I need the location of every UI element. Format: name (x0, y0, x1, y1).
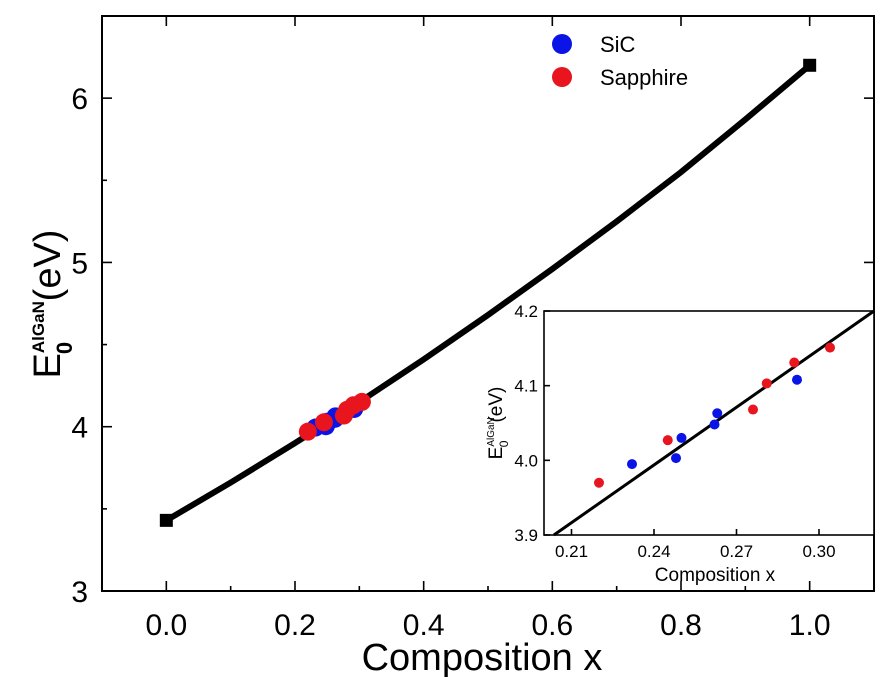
legend: SiC Sapphire (552, 32, 688, 90)
inset-y-label-sub: 0 (497, 440, 511, 447)
main-endpoints (159, 58, 817, 527)
inset-x-axis-label: Composition x (655, 565, 776, 586)
main-data-points (298, 392, 371, 441)
inset-frame (543, 310, 875, 536)
inset-plot: 0.21 0.24 0.27 0.30 3.9 4.0 4.1 4.2 Compositio… (486, 302, 875, 586)
main-x-axis-label: Composition x (362, 637, 603, 677)
main-x-tick-label: 0.6 (531, 609, 573, 642)
inset-y-tick-label: 4.2 (514, 302, 538, 321)
main-point-sapphire (352, 392, 371, 411)
inset-point-sic (671, 453, 681, 464)
inset-point-sapphire (662, 435, 673, 446)
main-y-axis-label: EAlGaN 0 (eV) (27, 230, 77, 379)
inset-y-tick-label: 3.9 (514, 526, 538, 545)
inset-y-tick-label: 4.1 (514, 377, 538, 396)
inset-point-sic (792, 374, 802, 385)
main-x-tick-label: 0.4 (403, 609, 445, 642)
inset-y-label-sup: AlGaN (486, 417, 497, 446)
inset-y-label-main: E (486, 447, 507, 460)
inset-point-sic (676, 432, 687, 443)
main-y-tick-label: 3 (71, 576, 88, 609)
inset-x-tick-label: 0.24 (637, 542, 670, 561)
inset-point-sapphire (761, 378, 772, 389)
main-x-tick-label: 0.8 (660, 609, 702, 642)
main-y-tick-label: 6 (71, 83, 88, 116)
main-endpoint-marker (803, 58, 817, 72)
inset-y-axis-label: EAlGaN0 (eV) (486, 387, 511, 460)
legend-marker-sic (552, 34, 572, 54)
main-x-tick-label: 0.2 (274, 609, 316, 642)
legend-label-sic: SiC (600, 32, 636, 57)
inset-y-tick-label: 4.0 (514, 451, 538, 470)
inset-point-sapphire (594, 477, 604, 488)
inset-x-tick-label: 0.21 (555, 542, 588, 561)
main-y-label-main: E (27, 353, 69, 378)
inset-x-tick-label: 0.30 (802, 542, 835, 561)
main-curve (164, 63, 812, 523)
inset-x-tick-label: 0.27 (720, 542, 753, 561)
main-point-sapphire (314, 413, 333, 432)
inset-point-sapphire (789, 357, 800, 368)
inset-point-sapphire (825, 342, 835, 353)
inset-x-ticks: 0.21 0.24 0.27 0.30 (555, 529, 836, 561)
main-x-tick-label: 0.0 (145, 609, 187, 642)
inset-point-sapphire (748, 404, 758, 415)
main-y-label-sub: 0 (52, 342, 77, 354)
inset-point-sic (627, 459, 637, 470)
main-x-ticks: 0.0 0.2 0.4 0.6 0.8 1.0 (145, 16, 831, 642)
main-y-ticks: 3 4 5 6 (71, 83, 874, 609)
main-y-label-sup: AlGaN (29, 301, 48, 353)
legend-label-sapphire: Sapphire (600, 65, 688, 90)
main-y-tick-label: 4 (71, 412, 88, 445)
main-endpoint-marker (159, 513, 173, 527)
inset-point-sic (712, 408, 723, 419)
inset-y-ticks: 3.9 4.0 4.1 4.2 (514, 302, 550, 545)
inset-y-label-unit: (eV) (486, 387, 507, 423)
main-y-tick-label: 5 (71, 247, 88, 280)
main-x-tick-label: 1.0 (789, 609, 831, 642)
main-y-label-unit: (eV) (27, 230, 69, 312)
inset-point-sic (709, 419, 720, 430)
legend-marker-sapphire (552, 67, 572, 87)
main-point-sapphire (298, 422, 317, 441)
inset-data-points (594, 342, 835, 488)
